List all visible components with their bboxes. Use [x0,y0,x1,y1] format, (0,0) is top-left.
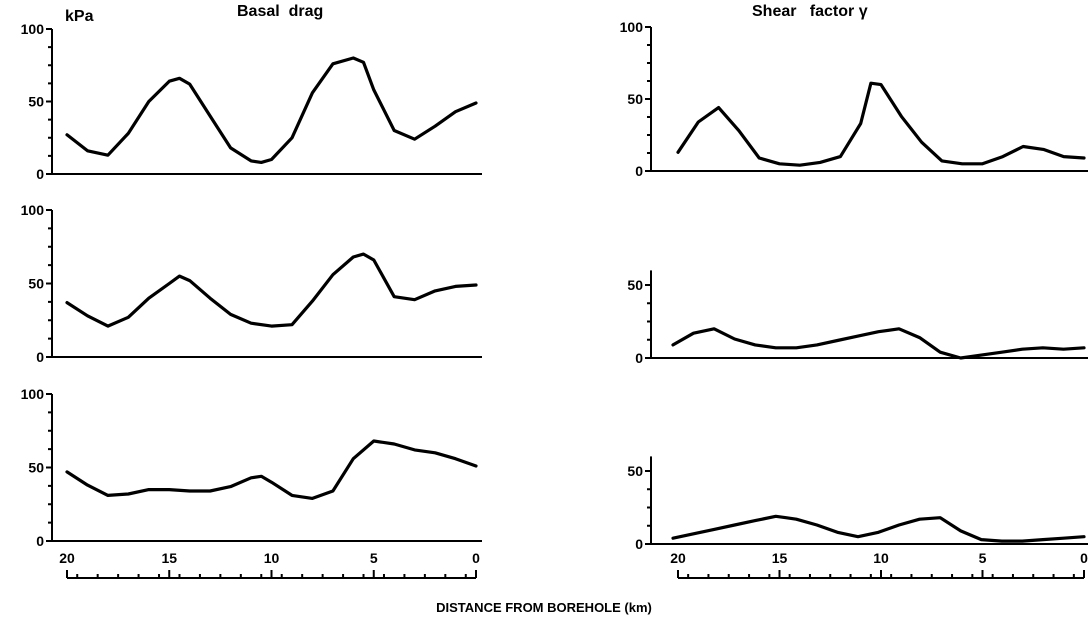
data-line [671,514,1086,543]
x-tick-label: 20 [670,550,686,566]
y-tick-label: 50 [28,94,44,110]
data-line [65,252,478,328]
x-tick-label: 20 [59,550,75,566]
left-title: Basal drag [237,3,324,20]
data-line [676,81,1086,167]
y-tick-label: 50 [627,277,643,293]
x-tick-label: 10 [873,550,889,566]
unit-label: kPa [65,8,94,25]
data-line [671,327,1086,360]
y-tick-label: 0 [635,350,643,366]
x-tick-label: 5 [370,550,378,566]
y-tick-label: 50 [28,276,44,292]
right-title: Shear factor γ [752,3,868,20]
x-axis-title: DISTANCE FROM BOREHOLE (km) [436,600,652,615]
y-tick-label: 100 [620,19,644,35]
y-tick-label: 0 [635,536,643,552]
y-tick-label: 100 [21,202,45,218]
y-tick-label: 0 [36,349,44,365]
y-tick-label: 0 [635,163,643,179]
y-tick-label: 100 [21,386,45,402]
x-tick-label: 15 [772,550,788,566]
y-tick-label: 50 [627,463,643,479]
x-tick-label: 0 [1080,550,1088,566]
x-tick-label: 5 [979,550,987,566]
x-tick-label: 0 [472,550,480,566]
data-line [65,439,478,500]
y-tick-label: 0 [36,533,44,549]
data-line [65,56,478,164]
x-tick-label: 10 [264,550,280,566]
y-tick-label: 0 [36,166,44,182]
x-tick-label: 15 [161,550,177,566]
y-tick-label: 50 [627,91,643,107]
y-tick-label: 50 [28,460,44,476]
y-tick-label: 100 [21,21,45,37]
